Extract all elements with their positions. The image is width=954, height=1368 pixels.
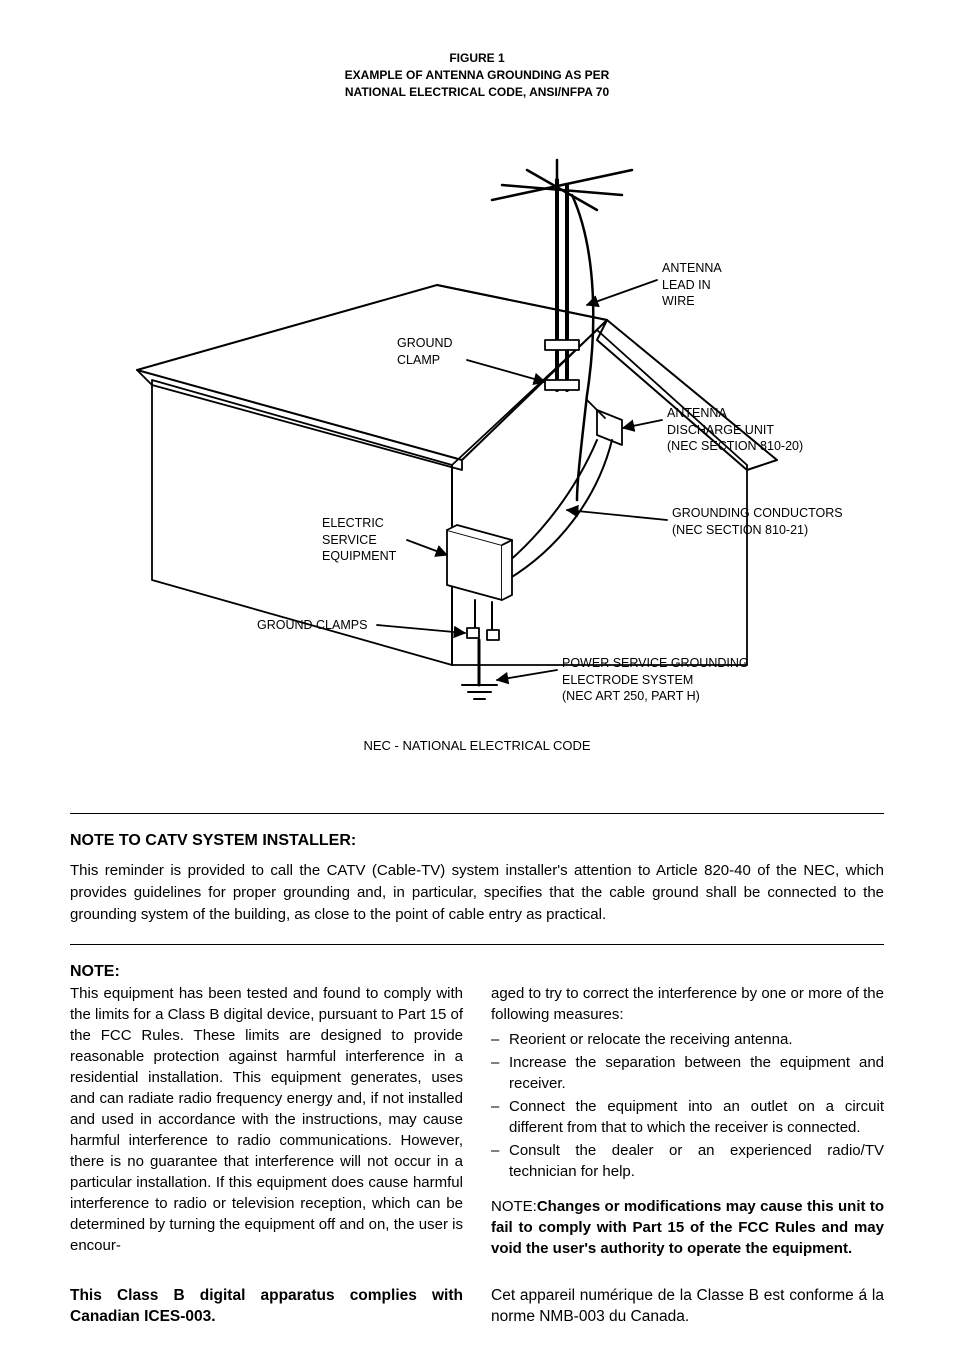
note2-block: NOTE:Changes or modifications may cause …: [491, 1196, 884, 1259]
label-power-service: POWER SERVICE GROUNDING ELECTRODE SYSTEM…: [562, 655, 749, 704]
figure-title-line2: EXAMPLE OF ANTENNA GROUNDING AS PER: [345, 68, 610, 82]
figure-block: FIGURE 1 EXAMPLE OF ANTENNA GROUNDING AS…: [70, 50, 884, 753]
note-col-left: This equipment has been tested and found…: [70, 983, 463, 1259]
catv-title: NOTE TO CATV SYSTEM INSTALLER:: [70, 832, 884, 850]
note2-body: Changes or modifications may cause this …: [491, 1198, 884, 1257]
note-col1-text: This equipment has been tested and found…: [70, 985, 463, 1254]
note-title: NOTE:: [70, 963, 884, 981]
label-grounding-conductors: GROUNDING CONDUCTORS (NEC SECTION 810-21…: [672, 505, 843, 538]
catv-body: This reminder is provided to call the CA…: [70, 860, 884, 925]
bottom-columns: This Class B digital apparatus complies …: [70, 1285, 884, 1328]
label-ground-clamp: GROUND CLAMP: [397, 335, 453, 368]
label-electric-service: ELECTRIC SERVICE EQUIPMENT: [322, 515, 396, 564]
divider: [70, 813, 884, 814]
antenna-diagram: ANTENNA LEAD IN WIRE GROUND CLAMP ANTENN…: [97, 110, 857, 730]
list-item: Increase the separation between the equi…: [491, 1052, 884, 1094]
note-col2-intro: aged to try to correct the interference …: [491, 985, 884, 1023]
note-col-right: aged to try to correct the interference …: [491, 983, 884, 1259]
note2-tag: NOTE:: [491, 1198, 537, 1215]
figure-title-line1: FIGURE 1: [449, 51, 504, 65]
list-item: Connect the equipment into an outlet on …: [491, 1096, 884, 1138]
bottom-en: This Class B digital apparatus complies …: [70, 1285, 463, 1328]
bottom-fr: Cet appareil numérique de la Classe B es…: [491, 1285, 884, 1328]
label-antenna-discharge: ANTENNA DISCHARGE UNIT (NEC SECTION 810-…: [667, 405, 803, 454]
figure-title: FIGURE 1 EXAMPLE OF ANTENNA GROUNDING AS…: [70, 50, 884, 100]
note-columns: This equipment has been tested and found…: [70, 983, 884, 1259]
figure-title-line3: NATIONAL ELECTRICAL CODE, ANSI/NFPA 70: [345, 85, 609, 99]
list-item: Reorient or relocate the receiving anten…: [491, 1029, 884, 1050]
divider: [70, 944, 884, 945]
note-bullet-list: Reorient or relocate the receiving anten…: [491, 1029, 884, 1182]
list-item: Consult the dealer or an experienced rad…: [491, 1140, 884, 1182]
label-antenna-lead: ANTENNA LEAD IN WIRE: [662, 260, 722, 309]
label-ground-clamps: GROUND CLAMPS: [257, 617, 367, 633]
figure-footnote: NEC - NATIONAL ELECTRICAL CODE: [70, 738, 884, 753]
